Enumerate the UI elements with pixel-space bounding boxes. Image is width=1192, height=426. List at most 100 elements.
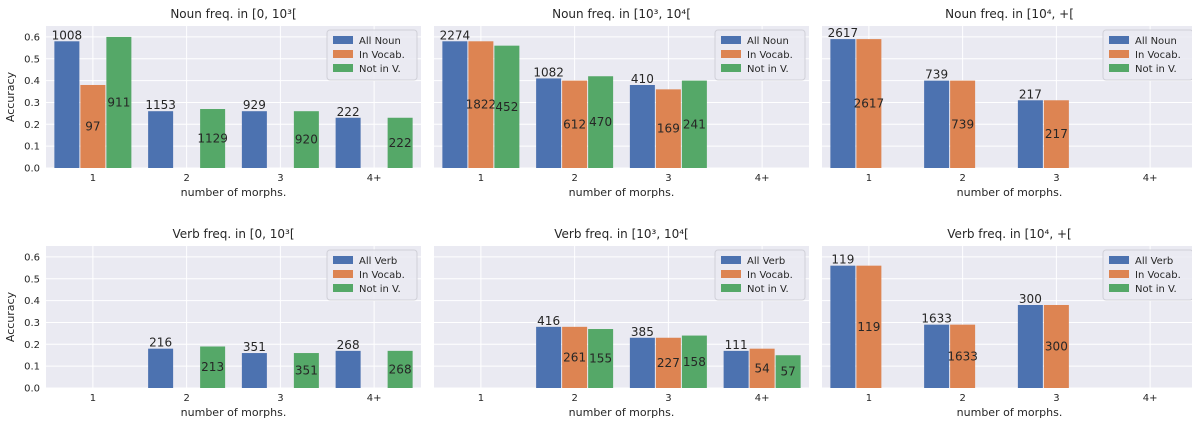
bar-not-in-v [775, 355, 801, 388]
bar-not-in-v [293, 353, 319, 388]
bar-value-label: 351 [243, 340, 266, 354]
bar-value-label: 300 [1019, 292, 1042, 306]
bar-value-label: 217 [1045, 127, 1068, 141]
x-tick-label: 4+ [755, 393, 770, 404]
legend-swatch [1109, 50, 1129, 58]
legend-label: All Verb [1135, 256, 1173, 267]
bar-value-label: 920 [295, 133, 318, 147]
bar-value-label: 97 [85, 119, 100, 133]
bar-value-label: 2274 [440, 28, 471, 42]
x-tick-label: 1 [90, 173, 96, 184]
bar-value-label: 911 [107, 95, 130, 109]
x-tick-label: 3 [1053, 173, 1059, 184]
x-tick-label: 1 [478, 173, 484, 184]
legend-label: In Vocab. [359, 50, 405, 61]
y-tick-label: 0.6 [24, 32, 40, 43]
bar-value-label: 241 [683, 117, 706, 131]
x-tick-label: 1 [866, 173, 872, 184]
y-tick-label: 0.2 [24, 340, 40, 351]
x-tick-label: 3 [665, 173, 671, 184]
legend: All Verb In Vocab. Not in V. [326, 249, 418, 301]
bar-in-vocab [950, 80, 976, 168]
y-tick-label: 0.1 [24, 142, 40, 153]
y-tick-label: 0.4 [24, 296, 40, 307]
bar-value-label: 111 [725, 338, 748, 352]
y-tick-label: 0.2 [24, 120, 40, 131]
bar-value-label: 2617 [828, 26, 859, 40]
y-tick-label: 0.4 [24, 76, 40, 87]
x-axis-label: number of morphs. [181, 186, 287, 199]
legend: All Noun In Vocab. Not in V. [326, 29, 418, 81]
legend-label: In Vocab. [747, 50, 793, 61]
subplot-title: Verb freq. in [10³, 10⁴[ [554, 227, 688, 241]
bar-value-label: 57 [780, 365, 795, 379]
legend-swatch [333, 256, 353, 264]
legend-label: In Vocab. [747, 270, 793, 281]
bar-value-label: 261 [563, 350, 586, 364]
bar-all-verb [723, 350, 749, 388]
legend-label: All Verb [747, 256, 785, 267]
legend-label: Not in V. [747, 64, 789, 75]
legend-swatch [333, 270, 353, 278]
bar-all-noun [335, 117, 361, 168]
bar-all-noun [830, 39, 856, 168]
x-tick-label: 4+ [367, 393, 382, 404]
bar-all-verb [924, 324, 950, 388]
x-tick-label: 1 [866, 393, 872, 404]
bar-not-in-v [200, 109, 226, 168]
bar-value-label: 1082 [533, 65, 564, 79]
bar-not-in-v [588, 329, 614, 388]
legend-swatch [333, 284, 353, 292]
bar-in-vocab [1043, 100, 1069, 168]
x-tick-label: 2 [183, 393, 189, 404]
legend-swatch [1109, 284, 1129, 292]
bar-all-noun [241, 111, 267, 168]
bar-value-label: 213 [201, 360, 224, 374]
bar-in-vocab [80, 84, 106, 168]
bar-value-label: 158 [683, 355, 706, 369]
legend-label: Not in V. [359, 64, 401, 75]
bar-in-vocab [655, 337, 681, 388]
x-tick-label: 4+ [1143, 393, 1158, 404]
legend-swatch [721, 270, 741, 278]
subplot-3: 2617 739 217 2617 739 217 1 2 3 4+ number of morph… [822, 7, 1192, 199]
legend: All Noun In Vocab. Not in V. [714, 29, 806, 81]
bar-all-verb [335, 350, 361, 388]
y-tick-label: 0.0 [24, 384, 40, 395]
x-tick-label: 3 [1053, 393, 1059, 404]
legend-label: Not in V. [1135, 64, 1177, 75]
x-tick-label: 2 [571, 173, 577, 184]
bar-not-in-v [494, 45, 520, 168]
bar-all-verb [536, 326, 562, 388]
y-tick-label: 0.1 [24, 362, 40, 373]
x-tick-label: 3 [277, 173, 283, 184]
x-axis-label: number of morphs. [569, 406, 675, 419]
bar-value-label: 222 [389, 136, 412, 150]
bar-value-label: 1008 [52, 28, 83, 42]
bar-value-label: 268 [389, 362, 412, 376]
bar-value-label: 119 [857, 320, 880, 334]
bar-not-in-v [387, 350, 413, 388]
legend-swatch [721, 284, 741, 292]
x-tick-label: 2 [571, 393, 577, 404]
bar-not-in-v [200, 346, 226, 388]
x-tick-label: 4+ [367, 173, 382, 184]
legend-swatch [333, 64, 353, 72]
bar-all-verb [629, 337, 655, 388]
bar-not-in-v [293, 111, 319, 168]
legend-swatch [1109, 64, 1129, 72]
bar-value-label: 410 [631, 72, 654, 86]
bar-value-label: 416 [537, 314, 560, 328]
legend-swatch [333, 50, 353, 58]
x-axis-label: number of morphs. [569, 186, 675, 199]
bar-all-noun [442, 41, 468, 168]
bar-in-vocab [856, 39, 882, 168]
bar-value-label: 385 [631, 325, 654, 339]
x-tick-label: 3 [277, 393, 283, 404]
bar-value-label: 155 [589, 352, 612, 366]
y-tick-label: 0.0 [24, 164, 40, 175]
x-axis-label: number of morphs. [957, 406, 1063, 419]
legend-label: Not in V. [359, 284, 401, 295]
